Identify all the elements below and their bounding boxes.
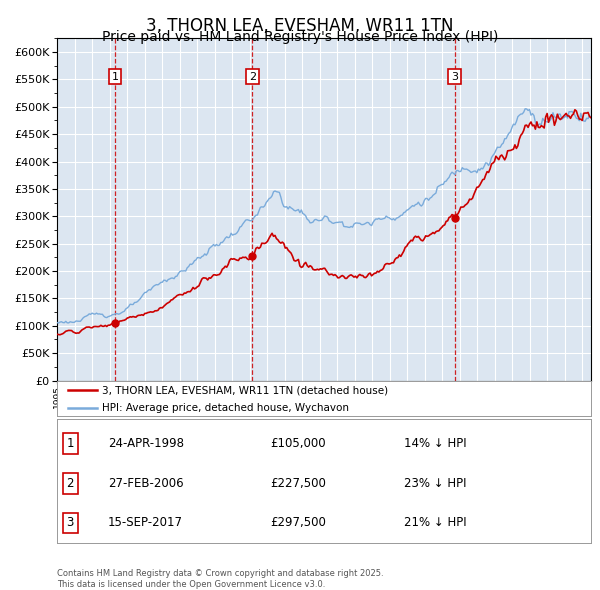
Text: 3: 3 xyxy=(67,516,74,529)
Text: £227,500: £227,500 xyxy=(271,477,326,490)
Text: 27-FEB-2006: 27-FEB-2006 xyxy=(108,477,184,490)
Text: 2: 2 xyxy=(249,71,256,81)
Text: 14% ↓ HPI: 14% ↓ HPI xyxy=(404,437,467,450)
Text: £297,500: £297,500 xyxy=(271,516,326,529)
Text: 24-APR-1998: 24-APR-1998 xyxy=(108,437,184,450)
Text: 21% ↓ HPI: 21% ↓ HPI xyxy=(404,516,467,529)
Text: 2: 2 xyxy=(67,477,74,490)
Text: 15-SEP-2017: 15-SEP-2017 xyxy=(108,516,183,529)
Text: HPI: Average price, detached house, Wychavon: HPI: Average price, detached house, Wych… xyxy=(103,403,349,413)
Text: 23% ↓ HPI: 23% ↓ HPI xyxy=(404,477,467,490)
Text: 3: 3 xyxy=(451,71,458,81)
Text: Contains HM Land Registry data © Crown copyright and database right 2025.
This d: Contains HM Land Registry data © Crown c… xyxy=(57,569,383,589)
Text: 1: 1 xyxy=(67,437,74,450)
Text: 3, THORN LEA, EVESHAM, WR11 1TN: 3, THORN LEA, EVESHAM, WR11 1TN xyxy=(146,17,454,35)
Text: Price paid vs. HM Land Registry's House Price Index (HPI): Price paid vs. HM Land Registry's House … xyxy=(102,30,498,44)
Text: 3, THORN LEA, EVESHAM, WR11 1TN (detached house): 3, THORN LEA, EVESHAM, WR11 1TN (detache… xyxy=(103,385,389,395)
Text: £105,000: £105,000 xyxy=(271,437,326,450)
Text: 1: 1 xyxy=(112,71,118,81)
